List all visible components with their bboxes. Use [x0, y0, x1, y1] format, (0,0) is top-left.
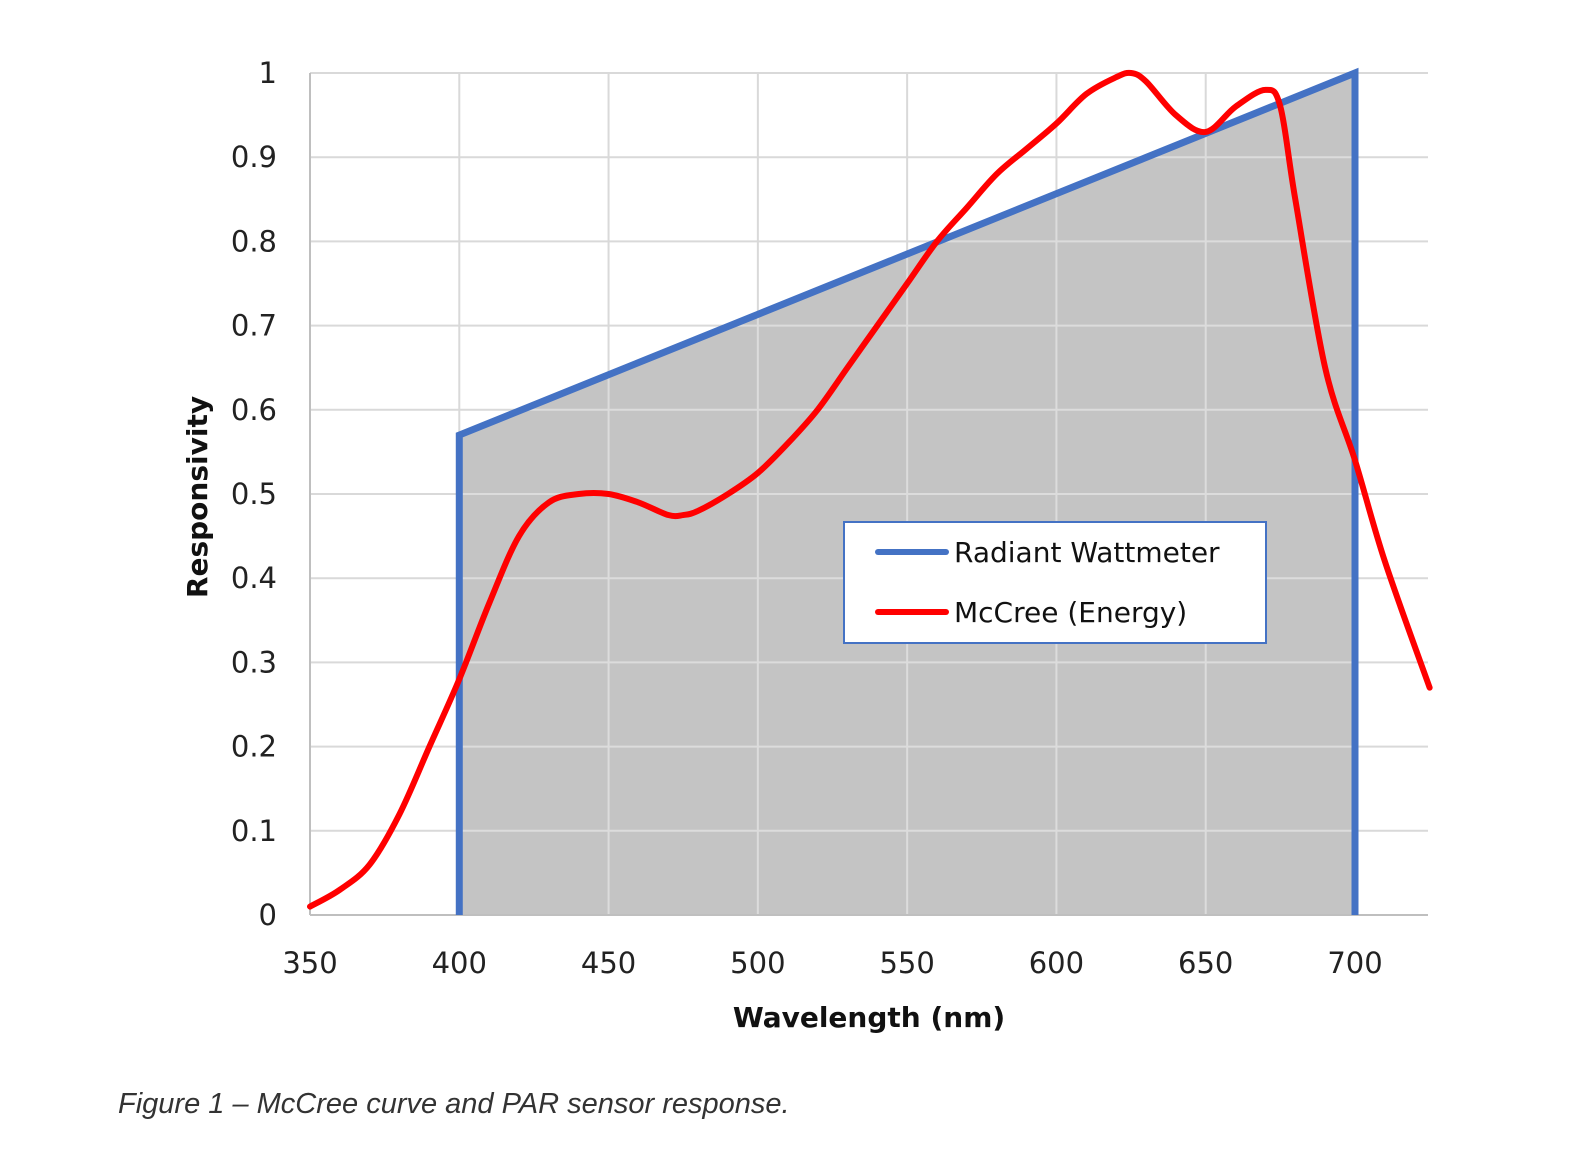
series-lines [307, 67, 1433, 915]
x-axis-title: Wavelength (nm) [733, 1001, 1005, 1034]
figure-caption: Figure 1 – McCree curve and PAR sensor r… [118, 1088, 790, 1120]
y-tick-label: 0.3 [231, 645, 277, 679]
y-tick-label: 0.1 [231, 814, 277, 848]
x-tick-label: 450 [581, 946, 636, 980]
x-tick-label: 700 [1327, 946, 1382, 980]
y-tick-label: 1 [259, 56, 277, 90]
y-tick-label: 0.9 [231, 140, 277, 174]
y-tick-label: 0 [259, 898, 277, 932]
x-tick-label: 600 [1029, 946, 1084, 980]
y-tick-label: 0.4 [231, 561, 277, 595]
y-tick-label: 0.7 [231, 309, 277, 343]
y-tick-label: 0.5 [231, 477, 277, 511]
legend-label-radiant-wattmeter: Radiant Wattmeter [954, 536, 1220, 569]
y-tick-label: 0.6 [231, 393, 277, 427]
legend: Radiant Wattmeter McCree (Energy) [843, 521, 1267, 644]
x-tick-label: 350 [282, 946, 337, 980]
y-axis-title: Responsivity [181, 396, 214, 598]
axes [309, 73, 1428, 916]
x-tick-label: 650 [1178, 946, 1233, 980]
y-axis-tick-labels: 0 0.1 0.2 0.3 0.4 0.5 0.6 0.7 0.8 0.9 1 [231, 56, 277, 932]
legend-label-mccree: McCree (Energy) [954, 596, 1187, 629]
x-tick-label: 400 [432, 946, 487, 980]
y-tick-label: 0.2 [231, 730, 277, 764]
x-tick-label: 500 [730, 946, 785, 980]
y-tick-label: 0.8 [231, 224, 277, 258]
x-tick-label: 550 [879, 946, 934, 980]
mccree-energy-line [307, 69, 1433, 910]
x-axis-tick-labels: 350 400 450 500 550 600 650 700 [282, 946, 1382, 980]
